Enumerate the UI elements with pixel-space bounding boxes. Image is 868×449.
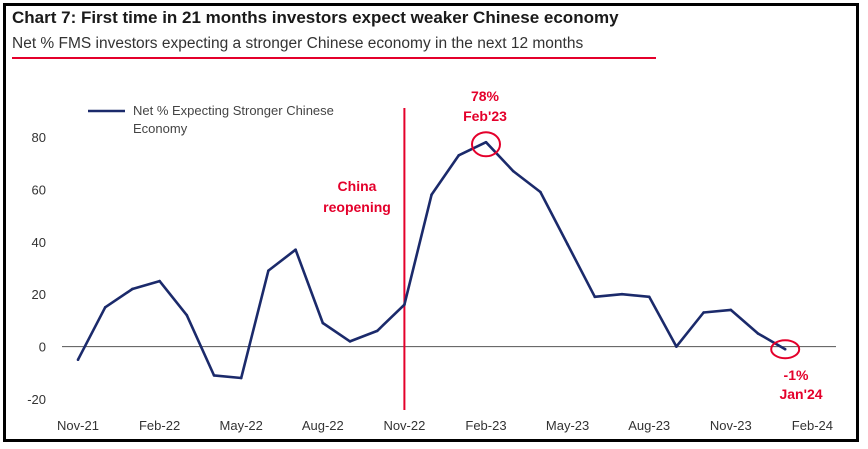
data-point xyxy=(158,279,161,283)
chart-frame xyxy=(3,3,859,442)
y-tick-label: -20 xyxy=(27,392,46,407)
y-tick-label: 80 xyxy=(32,130,46,145)
data-point xyxy=(593,295,597,299)
data-point xyxy=(103,306,107,309)
data-point xyxy=(729,308,733,312)
data-point xyxy=(375,329,379,333)
latest-highlight-circle xyxy=(770,339,801,360)
data-point xyxy=(539,190,542,194)
data-point xyxy=(756,332,760,335)
data-point xyxy=(131,287,134,291)
y-tick-label: 60 xyxy=(32,182,46,197)
data-point xyxy=(212,374,216,377)
series-line xyxy=(76,140,786,380)
y-tick-label: 40 xyxy=(32,235,46,250)
latest-value-label: -1% xyxy=(784,367,809,383)
data-point xyxy=(430,193,433,196)
latest-date-label: Jan'24 xyxy=(779,386,822,402)
data-point xyxy=(511,169,515,173)
x-tick-label: Feb-23 xyxy=(465,418,506,433)
chart-title: Chart 7: First time in 21 months investo… xyxy=(12,8,619,27)
data-point xyxy=(321,321,325,325)
legend-label: Net % Expecting Stronger Chinese xyxy=(133,103,334,118)
x-tick-label: Nov-22 xyxy=(383,418,425,433)
chart-subtitle: Net % FMS investors expecting a stronger… xyxy=(12,35,584,52)
x-tick-label: May-22 xyxy=(220,418,263,433)
data-point xyxy=(267,269,270,272)
x-tick-label: Feb-22 xyxy=(139,418,180,433)
data-point xyxy=(783,347,787,351)
data-point xyxy=(566,243,569,246)
peak-date-label: Feb'23 xyxy=(463,108,507,124)
x-tick-label: Feb-24 xyxy=(792,418,833,433)
data-point xyxy=(76,358,80,362)
data-point xyxy=(457,154,461,157)
y-tick-label: 20 xyxy=(32,287,46,302)
data-point xyxy=(675,345,678,348)
data-point xyxy=(348,340,352,343)
x-tick-label: Nov-23 xyxy=(710,418,752,433)
data-point xyxy=(702,311,705,314)
x-tick-label: Aug-23 xyxy=(628,418,670,433)
y-tick-label: 0 xyxy=(39,340,46,355)
data-point xyxy=(403,303,406,306)
china-reopening-label: China xyxy=(338,178,377,194)
x-tick-label: Aug-22 xyxy=(302,418,344,433)
subtitle-underline xyxy=(12,57,656,59)
china-reopening-label-line2: reopening xyxy=(323,199,391,215)
data-point xyxy=(484,140,488,144)
peak-highlight-circle xyxy=(471,131,501,158)
x-tick-label: May-23 xyxy=(546,418,589,433)
legend-label-line2: Economy xyxy=(133,121,188,136)
x-tick-label: Nov-21 xyxy=(57,418,99,433)
data-point xyxy=(239,376,243,380)
data-point xyxy=(620,292,624,296)
data-point xyxy=(647,295,651,299)
peak-value-label: 78% xyxy=(471,88,500,104)
data-point xyxy=(294,248,297,251)
data-point xyxy=(185,313,189,317)
